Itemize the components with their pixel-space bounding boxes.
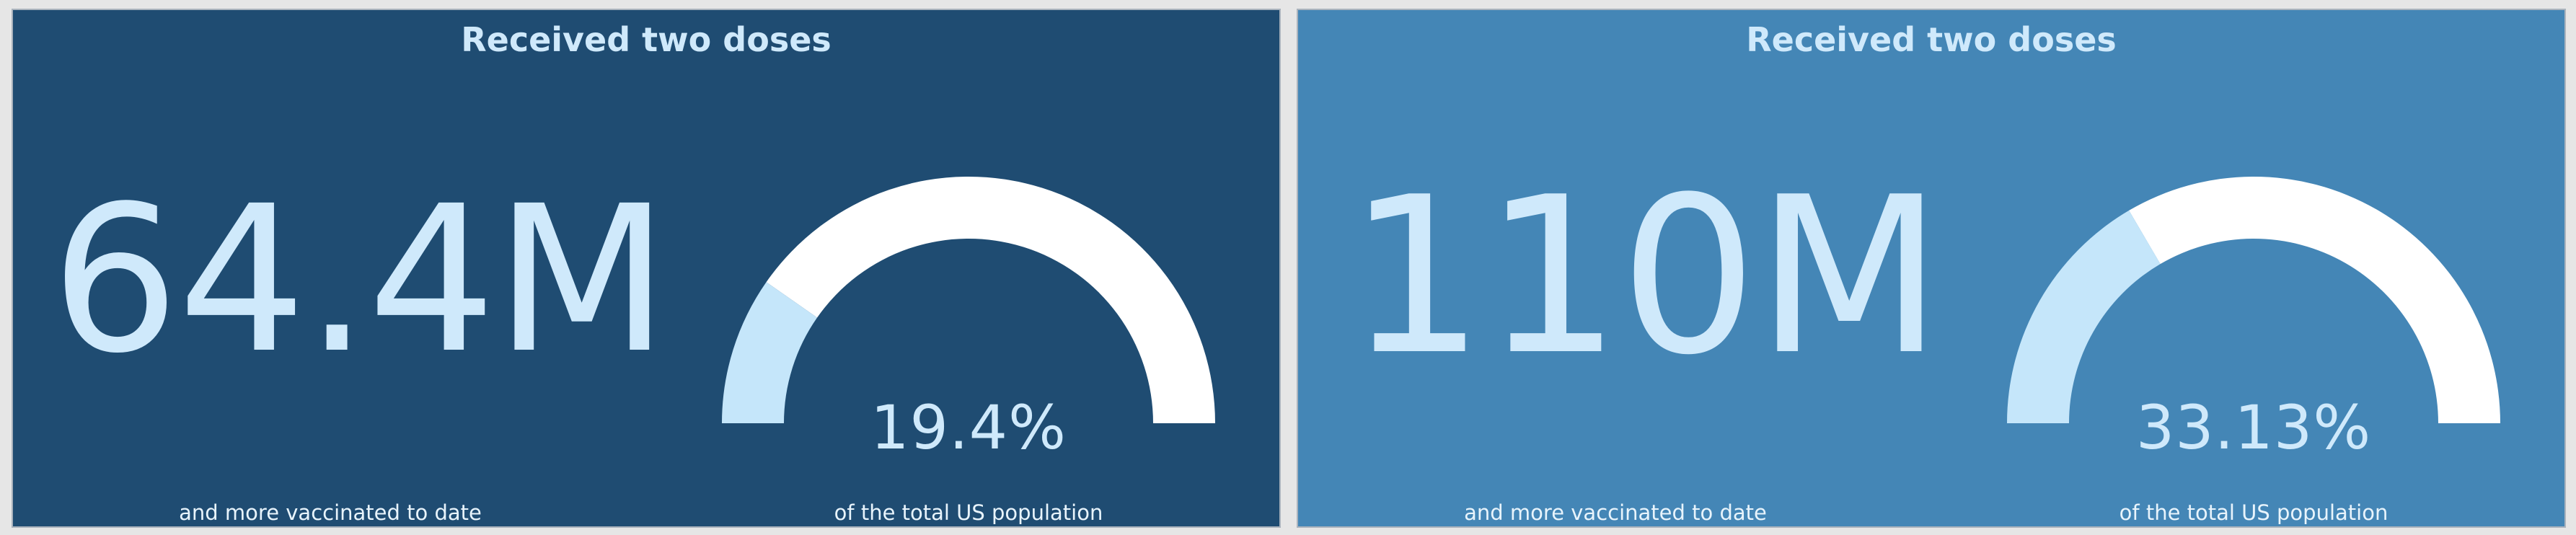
gauge-fill [2007, 210, 2161, 423]
gauge-chart [722, 176, 1215, 424]
gauge-track [2129, 177, 2500, 423]
kpi-panel-right: Received two doses 110M 33.13% and more … [1297, 9, 2566, 528]
value-caption: and more vaccinated to date [179, 500, 482, 525]
value-caption: and more vaccinated to date [1464, 500, 1767, 525]
vaccinated-count: 64.4M [50, 163, 669, 398]
panel-title: Received two doses [1746, 20, 2117, 59]
gauge-caption: of the total US population [2119, 500, 2388, 525]
gauge-chart [2007, 177, 2500, 423]
panel-title: Received two doses [461, 20, 832, 59]
gauge-track [766, 176, 1215, 424]
vaccinated-count: 110M [1347, 151, 1942, 402]
gauge-percent: 33.13% [2135, 392, 2372, 463]
gauge-percent: 19.4% [870, 392, 1067, 463]
gauge-caption: of the total US population [834, 500, 1103, 525]
gauge-fill [722, 282, 818, 423]
kpi-panel-left: Received two doses 64.4M 19.4% and more … [12, 9, 1281, 528]
